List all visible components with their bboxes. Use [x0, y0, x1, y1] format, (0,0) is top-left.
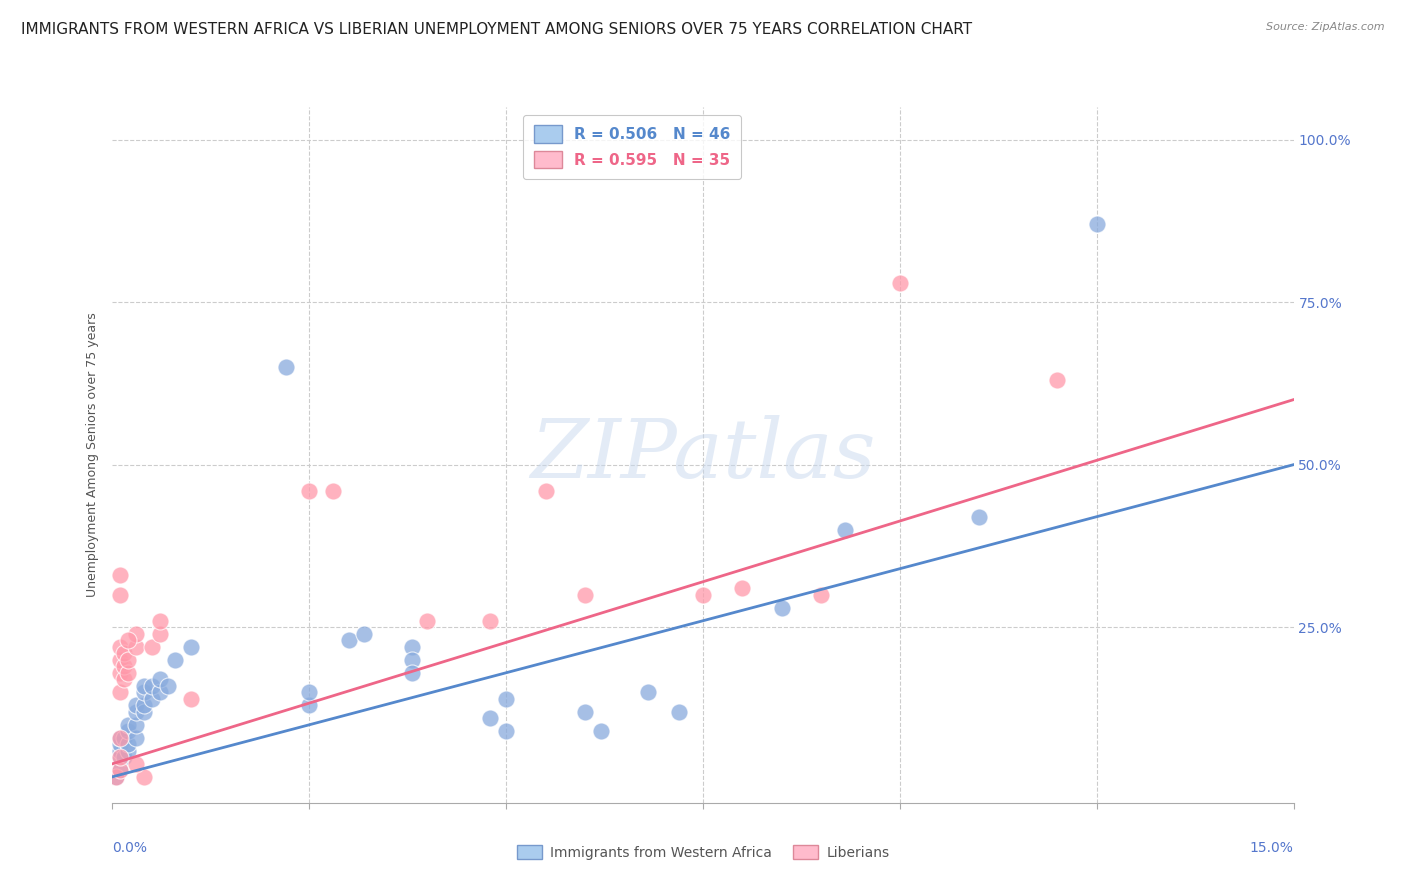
Point [149, 614, 172, 628]
Point [810, 588, 832, 602]
Point [637, 685, 659, 699]
Point [125, 756, 148, 771]
Point [125, 626, 148, 640]
Point [337, 633, 360, 648]
Point [149, 672, 172, 686]
Point [1046, 373, 1069, 387]
Point [1085, 217, 1108, 231]
Point [322, 483, 344, 498]
Point [574, 705, 596, 719]
Point [110, 731, 132, 745]
Point [110, 568, 132, 582]
Text: Source: ZipAtlas.com: Source: ZipAtlas.com [1267, 22, 1385, 32]
Point [112, 659, 135, 673]
Point [132, 679, 155, 693]
Point [110, 588, 132, 602]
Point [834, 523, 856, 537]
Point [117, 665, 139, 680]
Point [117, 633, 139, 648]
Text: 15.0%: 15.0% [1250, 841, 1294, 855]
Point [574, 588, 596, 602]
Point [110, 737, 132, 751]
Point [589, 724, 612, 739]
Point [110, 750, 132, 764]
Point [132, 705, 155, 719]
Point [149, 685, 172, 699]
Point [110, 640, 132, 654]
Point [117, 653, 139, 667]
Point [479, 614, 502, 628]
Point [112, 750, 135, 764]
Point [274, 360, 297, 375]
Point [110, 750, 132, 764]
Point [110, 764, 132, 778]
Point [110, 653, 132, 667]
Point [141, 691, 163, 706]
Point [132, 698, 155, 713]
Point [889, 276, 911, 290]
Point [668, 705, 690, 719]
Point [105, 770, 128, 784]
Point [731, 581, 754, 595]
Legend: Immigrants from Western Africa, Liberians: Immigrants from Western Africa, Liberian… [512, 839, 894, 865]
Text: ZIPatlas: ZIPatlas [530, 415, 876, 495]
Point [180, 640, 202, 654]
Y-axis label: Unemployment Among Seniors over 75 years: Unemployment Among Seniors over 75 years [86, 312, 100, 598]
Point [141, 679, 163, 693]
Point [353, 626, 375, 640]
Point [110, 764, 132, 778]
Point [401, 653, 423, 667]
Point [132, 770, 155, 784]
Point [298, 698, 321, 713]
Point [495, 691, 517, 706]
Point [125, 718, 148, 732]
Point [967, 509, 990, 524]
Point [125, 698, 148, 713]
Point [110, 744, 132, 758]
Point [105, 770, 128, 784]
Point [117, 744, 139, 758]
Point [117, 737, 139, 751]
Point [298, 685, 321, 699]
Point [117, 718, 139, 732]
Point [180, 691, 202, 706]
Point [110, 731, 132, 745]
Point [165, 653, 187, 667]
Text: 0.0%: 0.0% [112, 841, 148, 855]
Point [112, 646, 135, 660]
Point [132, 685, 155, 699]
Point [692, 588, 714, 602]
Point [534, 483, 557, 498]
Point [298, 483, 321, 498]
Point [149, 626, 172, 640]
Point [770, 600, 793, 615]
Point [401, 640, 423, 654]
Point [401, 665, 423, 680]
Point [112, 672, 135, 686]
Text: IMMIGRANTS FROM WESTERN AFRICA VS LIBERIAN UNEMPLOYMENT AMONG SENIORS OVER 75 YE: IMMIGRANTS FROM WESTERN AFRICA VS LIBERI… [21, 22, 972, 37]
Point [416, 614, 439, 628]
Point [141, 640, 163, 654]
Point [110, 685, 132, 699]
Point [495, 724, 517, 739]
Point [117, 724, 139, 739]
Point [125, 731, 148, 745]
Point [125, 640, 148, 654]
Point [479, 711, 502, 725]
Point [156, 679, 179, 693]
Point [125, 705, 148, 719]
Point [112, 731, 135, 745]
Point [110, 665, 132, 680]
